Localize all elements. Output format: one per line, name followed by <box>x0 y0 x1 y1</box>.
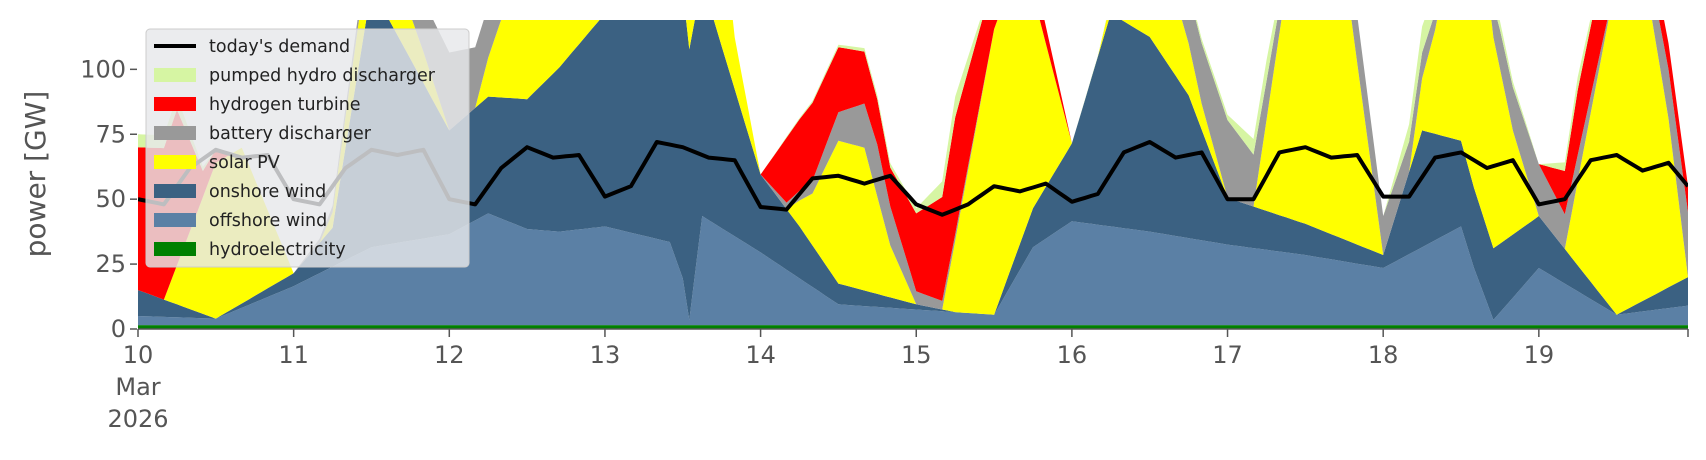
x-tick-label: 18 <box>1368 341 1399 369</box>
legend-swatch-offshore-wind <box>154 213 196 227</box>
area-offshore-wind <box>138 213 1688 326</box>
x-tick-label: 16 <box>1057 341 1088 369</box>
legend-label-onshore-wind: onshore wind <box>209 182 326 202</box>
legend-label-offshore-wind: offshore wind <box>209 211 327 231</box>
x-tick-label: 10 <box>123 341 154 369</box>
x-tick-label: 19 <box>1524 341 1555 369</box>
legend-swatch-hydroelectricity <box>154 242 196 256</box>
legend-label-hydroelectricity: hydroelectricity <box>209 240 346 260</box>
legend-label-solar-pv: solar PV <box>209 153 280 173</box>
y-axis-title: power [GW] <box>19 91 52 258</box>
area-hydrogen-turbine <box>138 20 1688 301</box>
legend-swatch-battery-discharger <box>154 126 196 140</box>
x-tick-label: 12 <box>434 341 465 369</box>
legend-label-hydrogen-turbine: hydrogen turbine <box>209 95 361 115</box>
x-tick-label: 17 <box>1212 341 1243 369</box>
y-tick-label: 0 <box>111 315 126 343</box>
y-tick-label: 25 <box>95 250 126 278</box>
x-tick-label: 13 <box>590 341 621 369</box>
x-tick-label: 15 <box>901 341 932 369</box>
axes: 0 25 50 75 100 10 11 12 13 14 15 16 17 18 19 Mar 2026 <box>80 55 1689 433</box>
x-tick-sublabel: Mar <box>115 373 160 401</box>
y-tick-label: 75 <box>95 120 126 148</box>
legend-swatch-hydrogen-turbine <box>154 97 196 111</box>
legend-label-today-s-demand: today's demand <box>209 37 350 57</box>
stacked-areas <box>138 20 1688 329</box>
legend-swatch-pumped-hydro-discharger <box>154 68 196 82</box>
legend: today's demand pumped hydro discharger hyd… <box>145 28 470 268</box>
y-tick-label: 100 <box>80 55 126 83</box>
legend-swatch-onshore-wind <box>154 184 196 198</box>
legend-box <box>145 28 470 268</box>
x-tick-label: 11 <box>278 341 309 369</box>
legend-label-battery-discharger: battery discharger <box>209 124 372 144</box>
x-tick-label: 14 <box>745 341 776 369</box>
area-onshore-wind <box>138 20 1688 320</box>
area-solar-pv <box>138 20 1688 319</box>
legend-label-pumped-hydro-discharger: pumped hydro discharger <box>209 66 436 86</box>
area-hydroelectricity <box>138 325 1688 329</box>
x-tick-sublabel: 2026 <box>107 405 168 433</box>
legend-swatch-solar-pv <box>154 155 196 169</box>
y-tick-label: 50 <box>95 185 126 213</box>
